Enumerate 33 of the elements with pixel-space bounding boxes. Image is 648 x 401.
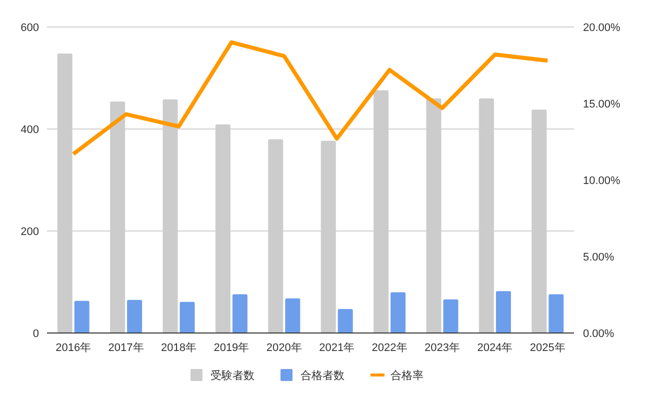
legend-label: 受験者数 [210,369,254,382]
x-tick-label: 2019年 [214,342,250,354]
y2-tick-label: 10.00% [583,175,621,187]
x-tick-label: 2016年 [56,342,92,354]
y-tick-label: 600 [20,22,39,34]
bar [390,292,406,333]
line-series [71,40,550,156]
legend-label: 合格者数 [300,369,344,382]
bar [74,300,90,333]
y2-tick-label: 15.00% [583,98,621,110]
bar [338,309,353,333]
bar [180,302,195,333]
x-tick-label: 2024年 [477,342,513,354]
x-tick-label: 2021年 [319,342,355,354]
bar [127,300,142,333]
x-tick-label: 2023年 [424,342,460,354]
bar [232,294,248,333]
y2-tick-label: 0.00% [583,328,614,340]
y2-tick-label: 20.00% [583,22,621,34]
y-tick-label: 200 [20,226,39,238]
bar [496,291,511,333]
y2-tick-label: 5.00% [583,252,614,264]
legend-label: 合格率 [390,369,424,382]
x-tick-label: 2022年 [372,342,408,354]
bar [443,299,458,333]
x-tick-label: 2017年 [108,342,144,354]
x-tick-label: 2020年 [266,342,302,354]
y-tick-label: 400 [20,124,39,136]
bar [548,294,564,333]
y-tick-label: 0 [32,328,39,340]
bar [285,298,300,333]
x-tick-label: 2018年 [161,342,196,354]
x-tick-label: 2025年 [530,342,566,354]
